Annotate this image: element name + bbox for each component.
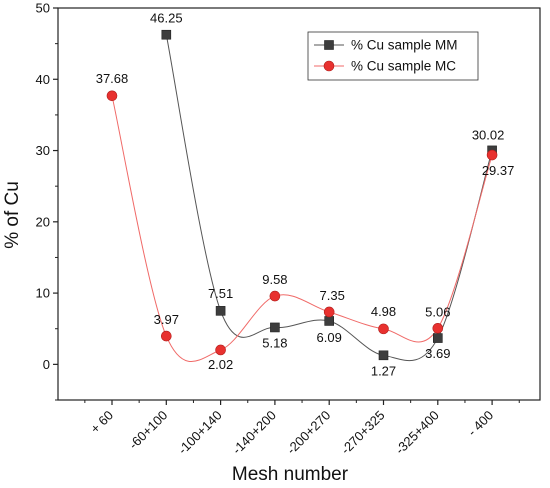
data-label: 46.25: [150, 11, 183, 26]
data-label: 7.51: [208, 286, 233, 301]
data-point-circle: [269, 290, 281, 302]
data-point-square: [270, 322, 280, 333]
x-axis-title: Mesh number: [232, 464, 349, 485]
y-tick-label: 0: [43, 357, 50, 372]
data-point-circle: [432, 322, 444, 334]
data-label: 3.97: [154, 312, 179, 327]
x-tick-label: + 60: [87, 408, 116, 437]
data-point-square: [432, 333, 443, 343]
data-point-square: [215, 306, 226, 316]
data-label: 1.27: [371, 363, 396, 378]
data-label: 30.02: [472, 127, 505, 142]
data-point-square: [378, 350, 389, 361]
legend-box: [307, 31, 479, 81]
data-label: 29.37: [482, 163, 515, 178]
y-tick-label: 50: [36, 1, 50, 16]
legend-label: % Cu sample MM: [351, 38, 458, 53]
x-tick-label: -270+325: [338, 408, 388, 458]
data-label: 4.98: [371, 304, 396, 319]
legend-label: % Cu sample MC: [351, 59, 456, 74]
data-point-circle: [486, 149, 498, 161]
x-tick-label: -325+400: [392, 408, 442, 458]
data-point-square: [161, 29, 172, 40]
data-point-circle: [215, 344, 226, 356]
data-label: 7.35: [320, 288, 345, 303]
x-tick-label: -60+100: [126, 408, 171, 453]
data-label: 5.18: [262, 335, 287, 350]
data-label: 3.69: [425, 346, 450, 361]
data-point-circle: [106, 90, 118, 102]
data-point-circle: [323, 306, 335, 318]
data-label: 2.02: [208, 357, 233, 372]
y-axis-title: % of Cu: [2, 181, 23, 249]
data-label: 6.09: [317, 330, 342, 345]
x-tick-label: -140+200: [229, 408, 279, 458]
data-label: 5.06: [425, 304, 450, 319]
data-point-circle: [378, 323, 389, 335]
y-tick-label: 30: [36, 143, 50, 158]
y-tick-label: 40: [36, 72, 50, 87]
data-point-circle: [161, 330, 172, 342]
y-tick-label: 10: [36, 286, 50, 301]
x-tick-label: -100+140: [175, 408, 225, 458]
legend-marker-circle: [323, 60, 335, 72]
x-tick-label: - 400: [465, 408, 497, 440]
data-label: 37.68: [96, 71, 129, 86]
plot-frame: [57, 7, 541, 401]
data-label: 9.58: [262, 272, 287, 287]
legend-marker-square: [324, 40, 334, 50]
x-tick-label: -200+270: [284, 408, 334, 458]
y-tick-label: 20: [36, 214, 50, 229]
data-point-square: [324, 316, 335, 326]
